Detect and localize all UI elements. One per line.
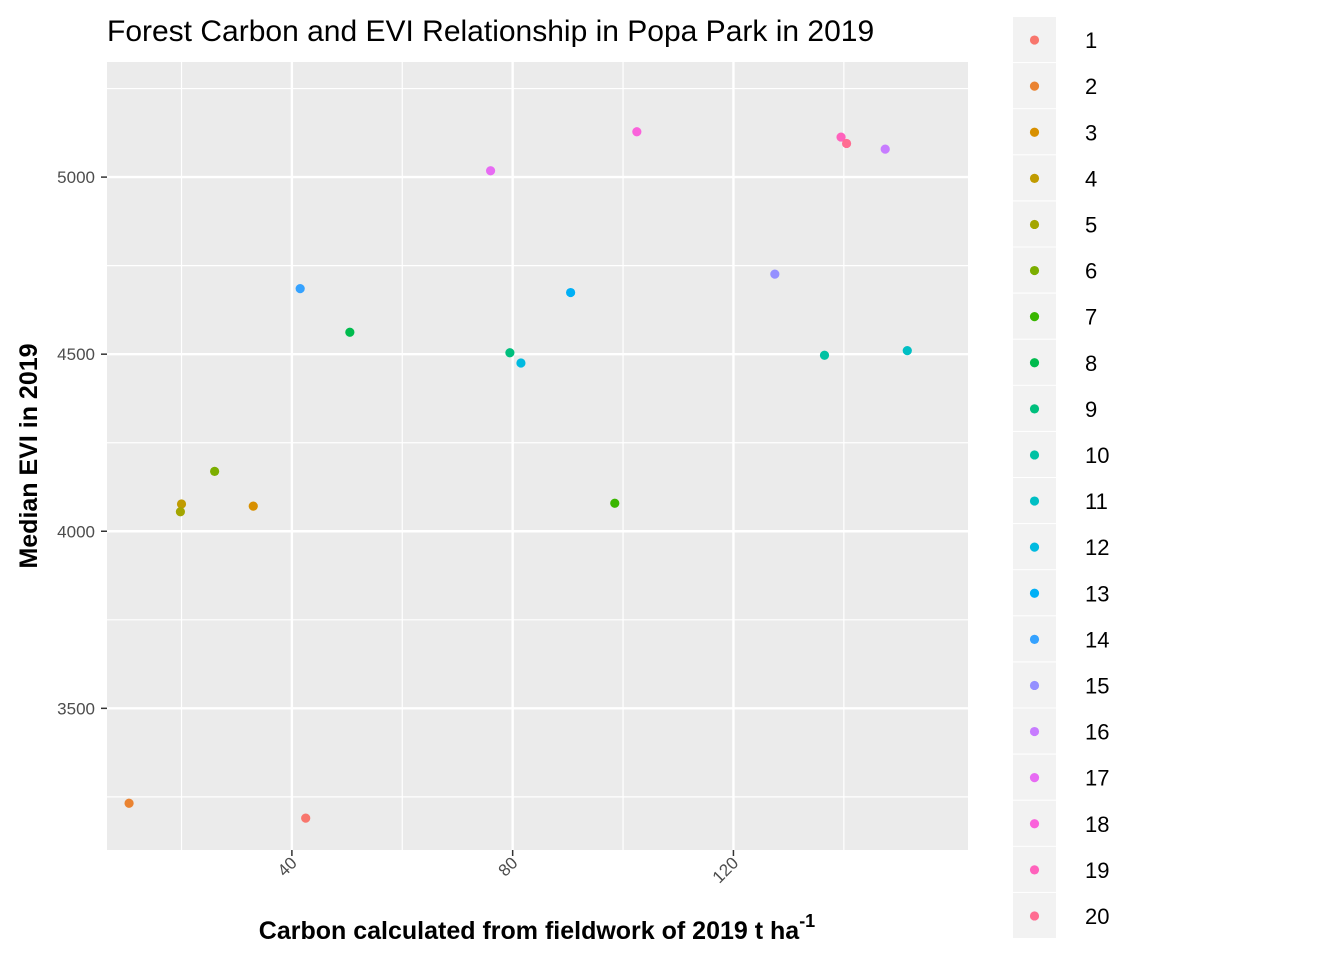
legend-marker-2 xyxy=(1029,81,1040,91)
legend-label-20: 20 xyxy=(1085,904,1109,929)
y-tick-label: 4500 xyxy=(57,345,95,364)
legend-label-3: 3 xyxy=(1085,120,1097,145)
x-axis-title-text: Carbon calculated from fieldwork of 2019… xyxy=(259,917,801,945)
legend-label-16: 16 xyxy=(1085,720,1109,745)
legend-marker-8 xyxy=(1029,358,1040,368)
legend-marker-7 xyxy=(1029,312,1040,322)
legend-marker-5 xyxy=(1029,219,1040,230)
legend-marker-18 xyxy=(1029,819,1040,829)
legend-marker-10 xyxy=(1029,450,1040,460)
legend-marker-11 xyxy=(1029,496,1040,506)
chart-title: Forest Carbon and EVI Relationship in Po… xyxy=(107,15,874,48)
y-tick-label: 3500 xyxy=(57,699,95,718)
legend-label-17: 17 xyxy=(1085,766,1109,791)
legend-marker-20 xyxy=(1029,911,1040,921)
data-point-17 xyxy=(485,166,496,176)
x-axis-ticks: 40 80 120 xyxy=(274,850,742,887)
data-point-6 xyxy=(210,466,220,477)
legend-label-12: 12 xyxy=(1085,535,1109,560)
legend-label-5: 5 xyxy=(1085,212,1097,237)
data-point-15 xyxy=(770,269,780,279)
legend-marker-9 xyxy=(1029,404,1040,414)
data-point-14 xyxy=(295,284,305,294)
legend-marker-12 xyxy=(1029,542,1040,552)
legend-label-7: 7 xyxy=(1085,305,1097,330)
legend-marker-4 xyxy=(1029,173,1040,183)
data-point-19 xyxy=(836,132,846,142)
data-points xyxy=(124,127,912,823)
legend-marker-6 xyxy=(1029,265,1040,276)
data-point-2 xyxy=(124,798,134,808)
data-point-1 xyxy=(301,813,311,823)
y-tick-label: 5000 xyxy=(57,168,95,187)
legend-label-1: 1 xyxy=(1085,28,1097,53)
data-point-11 xyxy=(902,346,912,356)
legend-label-15: 15 xyxy=(1085,673,1109,698)
x-axis-title: Carbon calculated from fieldwork of 2019… xyxy=(259,911,815,945)
grid-minor xyxy=(107,62,968,850)
x-tick-label: 40 xyxy=(274,853,301,880)
data-point-9 xyxy=(505,348,515,358)
data-point-18 xyxy=(632,127,642,137)
x-tick-label: 120 xyxy=(709,853,742,886)
data-point-5 xyxy=(175,507,186,517)
legend-marker-16 xyxy=(1029,726,1040,737)
legend-marker-3 xyxy=(1029,127,1040,137)
legend-marker-15 xyxy=(1029,680,1040,691)
y-tick-label: 4000 xyxy=(57,522,95,541)
legend-label-6: 6 xyxy=(1085,259,1097,284)
legend-marker-13 xyxy=(1029,588,1040,598)
data-point-10 xyxy=(819,350,830,360)
legend-label-2: 2 xyxy=(1085,74,1097,99)
legend-label-19: 19 xyxy=(1085,858,1109,883)
data-point-7 xyxy=(610,498,620,508)
data-point-13 xyxy=(566,287,576,298)
legend-label-10: 10 xyxy=(1085,443,1109,468)
legend-label-13: 13 xyxy=(1085,581,1109,606)
y-axis-title: Median EVI in 2019 xyxy=(15,343,43,568)
legend-label-14: 14 xyxy=(1085,627,1109,652)
legend-label-9: 9 xyxy=(1085,397,1097,422)
data-point-16 xyxy=(880,144,890,154)
legend-marker-1 xyxy=(1029,35,1040,45)
x-tick-label: 80 xyxy=(495,853,522,880)
x-axis-title-superscript: -1 xyxy=(799,911,815,931)
data-point-4 xyxy=(176,499,187,509)
legend-marker-14 xyxy=(1029,634,1040,644)
legend-label-18: 18 xyxy=(1085,812,1109,837)
legend-marker-19 xyxy=(1029,865,1040,875)
data-point-3 xyxy=(248,501,258,511)
data-point-8 xyxy=(345,327,355,337)
data-point-20 xyxy=(841,138,852,149)
legend-label-4: 4 xyxy=(1085,166,1097,191)
legend-label-8: 8 xyxy=(1085,351,1097,376)
plot-panel xyxy=(107,62,968,850)
legend-marker-17 xyxy=(1029,773,1040,783)
data-point-12 xyxy=(516,358,526,368)
legend-label-11: 11 xyxy=(1085,489,1108,514)
y-axis-ticks: 3500 4000 4500 5000 xyxy=(57,168,107,718)
